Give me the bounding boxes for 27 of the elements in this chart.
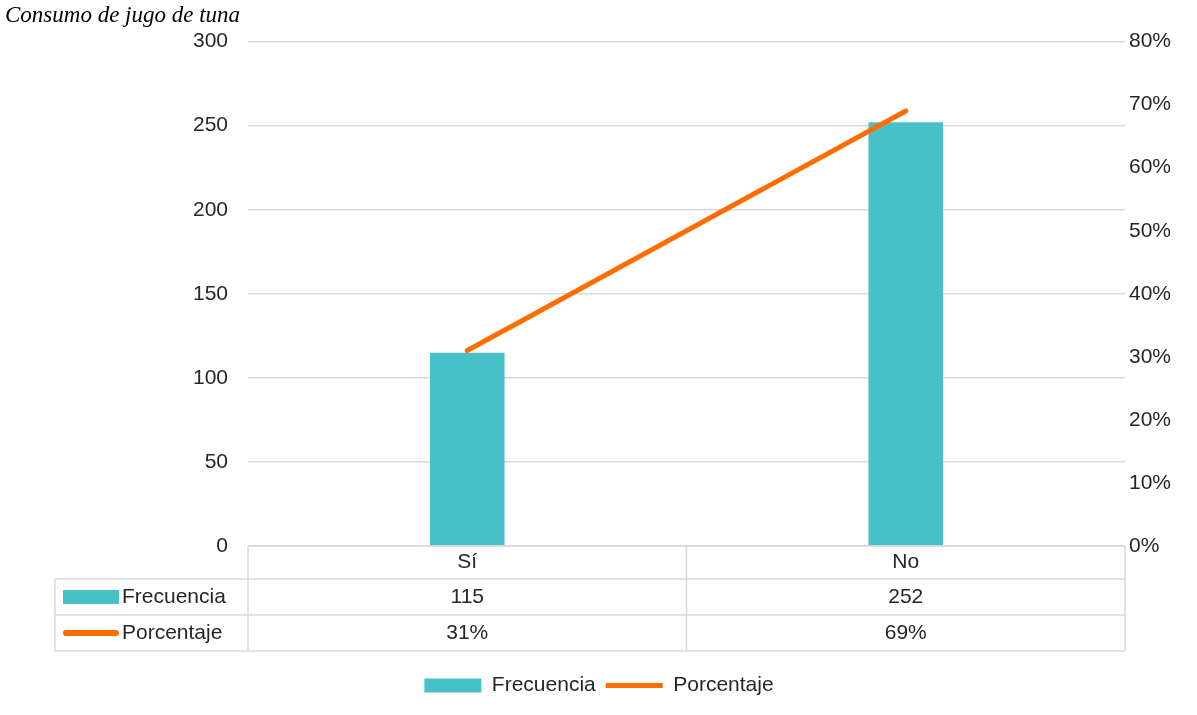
y2-tick-label: 60% bbox=[1129, 154, 1172, 178]
y2-tick-label: 40% bbox=[1129, 280, 1172, 304]
x-tick-label: Sí bbox=[457, 549, 478, 573]
y2-tick-label: 70% bbox=[1129, 91, 1172, 115]
y-tick-label: 100 bbox=[192, 364, 228, 388]
text: Frecuencia bbox=[122, 583, 226, 607]
y-tick-label: 250 bbox=[192, 112, 228, 136]
y2-tick-label: 30% bbox=[1129, 343, 1172, 367]
y-tick-label: 200 bbox=[192, 196, 228, 220]
data-label: 69% bbox=[884, 619, 927, 643]
x-tick-label: No bbox=[892, 549, 920, 573]
data-label: 252 bbox=[888, 583, 924, 607]
y2-tick-label: 50% bbox=[1129, 217, 1172, 241]
text: Porcentaje bbox=[122, 619, 223, 643]
y-tick-label: 0 bbox=[216, 532, 228, 556]
data-label: 115 bbox=[450, 583, 484, 607]
y2-tick-label: 20% bbox=[1129, 406, 1172, 430]
data-label: 31% bbox=[446, 619, 489, 643]
y2-tick-label: 0% bbox=[1129, 532, 1160, 556]
legend-label: Porcentaje bbox=[673, 672, 774, 696]
y-tick-label: 150 bbox=[192, 280, 228, 304]
y-tick-label: 50 bbox=[204, 448, 228, 472]
legend-label: Frecuencia bbox=[491, 672, 597, 696]
y2-tick-label: 80% bbox=[1129, 28, 1172, 52]
y-tick-label: 300 bbox=[192, 28, 228, 52]
chart-title: Consumo de jugo de tuna bbox=[5, 1, 241, 27]
y2-tick-label: 10% bbox=[1129, 469, 1172, 493]
